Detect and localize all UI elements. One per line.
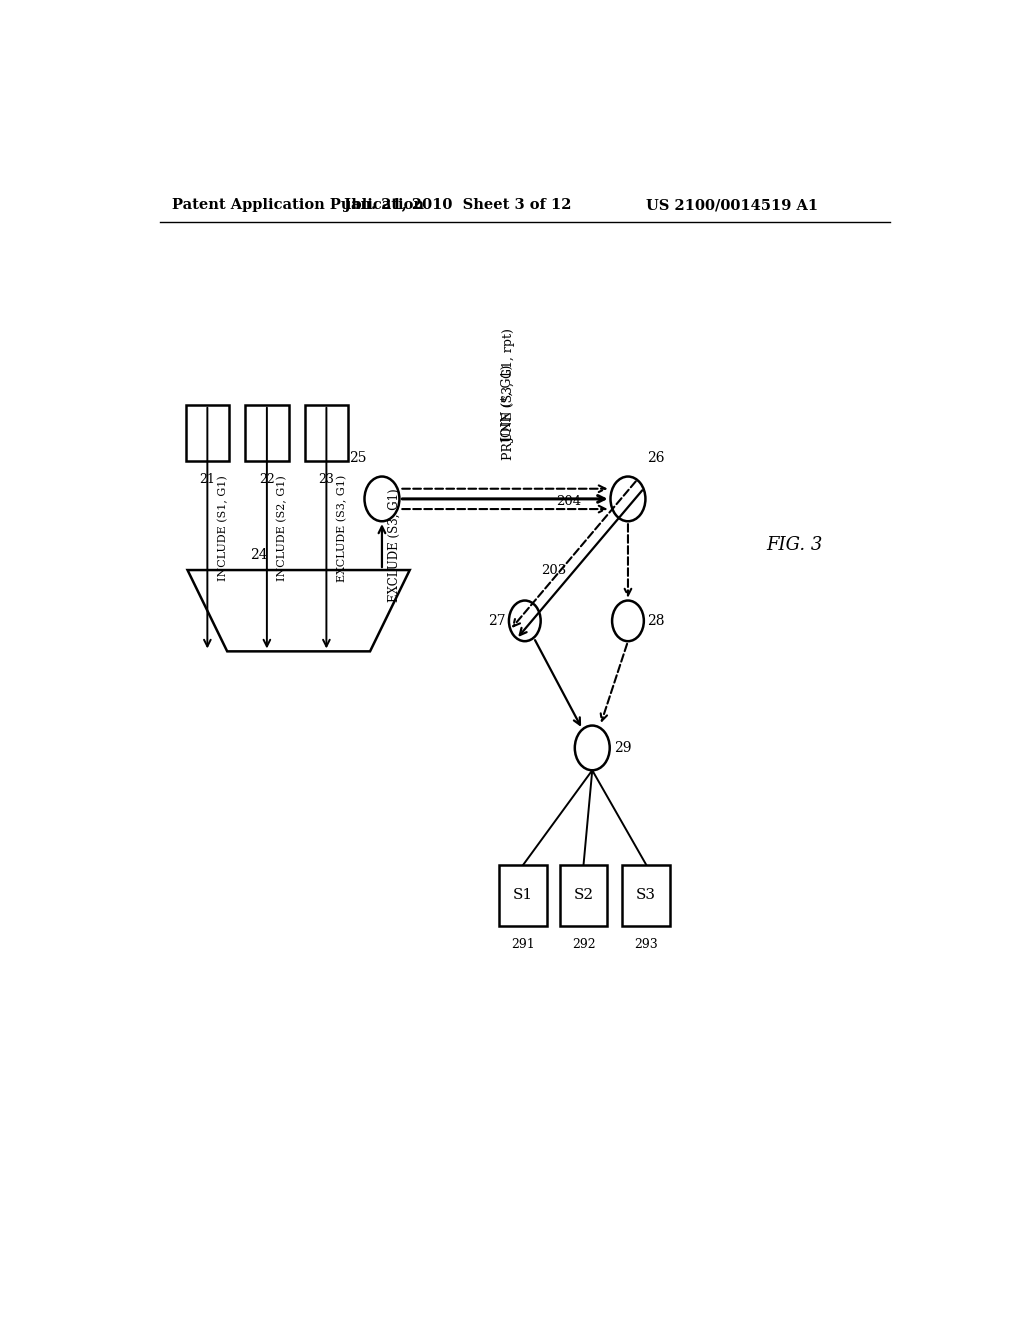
Text: INCLUDE (S1, G1): INCLUDE (S1, G1) — [218, 475, 228, 581]
Text: 26: 26 — [647, 451, 665, 465]
Text: S2: S2 — [573, 888, 594, 903]
Text: 29: 29 — [613, 741, 631, 755]
Text: 24: 24 — [250, 548, 267, 562]
Text: 204: 204 — [556, 495, 581, 508]
Text: EXCLUDE (S3, G1): EXCLUDE (S3, G1) — [337, 474, 347, 582]
Text: 22: 22 — [259, 473, 274, 486]
Text: EXCLUDE (S3, G1): EXCLUDE (S3, G1) — [387, 488, 400, 602]
Text: 25: 25 — [349, 451, 367, 465]
Text: 27: 27 — [488, 614, 506, 628]
Text: FIG. 3: FIG. 3 — [766, 536, 823, 553]
Text: US 2100/0014519 A1: US 2100/0014519 A1 — [646, 198, 818, 213]
Text: INCLUDE (S2, G1): INCLUDE (S2, G1) — [278, 475, 288, 581]
Text: Patent Application Publication: Patent Application Publication — [172, 198, 424, 213]
Text: 23: 23 — [318, 473, 335, 486]
Text: JOIN (*, G1): JOIN (*, G1) — [503, 366, 515, 444]
Text: 293: 293 — [634, 939, 658, 950]
Text: 291: 291 — [511, 939, 536, 950]
Text: 292: 292 — [571, 939, 595, 950]
Text: 203: 203 — [541, 564, 566, 577]
Text: Jan. 21, 2010  Sheet 3 of 12: Jan. 21, 2010 Sheet 3 of 12 — [344, 198, 571, 213]
Text: S1: S1 — [513, 888, 534, 903]
Text: S3: S3 — [636, 888, 656, 903]
Text: 21: 21 — [200, 473, 215, 486]
Text: 28: 28 — [647, 614, 665, 628]
Text: PRUNE (S3, G1, rpt): PRUNE (S3, G1, rpt) — [503, 329, 515, 461]
